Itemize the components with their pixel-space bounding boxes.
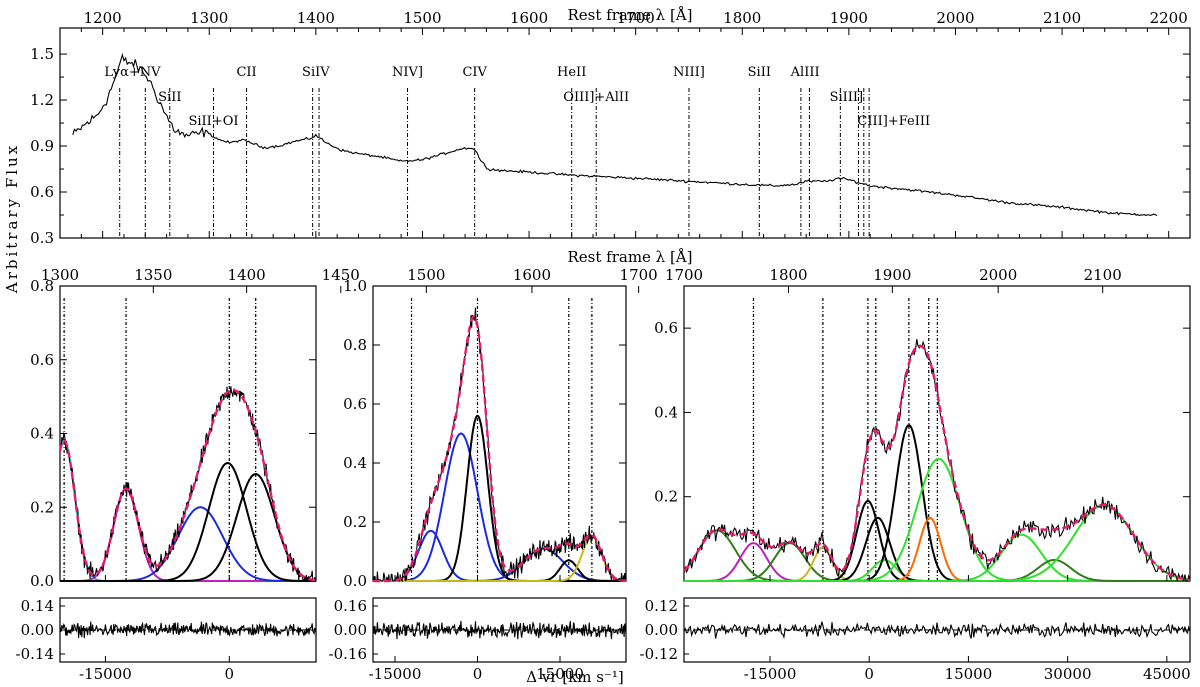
residual-line bbox=[683, 621, 1191, 640]
residual-ytick-label: -0.12 bbox=[640, 645, 678, 663]
fit-plot-frame bbox=[59, 285, 317, 582]
fit-panel-3: 0.2 0.4 0.6 1700 1800 1900 2000 2100 0.12 0.00 -0.… bbox=[640, 266, 1191, 683]
residual-ytick-label: -0.16 bbox=[329, 645, 367, 663]
fit-top-xtick-label: 1400 bbox=[228, 266, 266, 284]
fit-model-sum bbox=[683, 344, 1191, 581]
fit-ytick-label: 0.0 bbox=[30, 572, 54, 590]
fit-panel-2: 0.0 0.2 0.4 0.6 0.8 1.0 1500 1600 1700 0.16 0.00 -0… bbox=[329, 266, 658, 683]
emission-line-label: SiII bbox=[748, 65, 771, 80]
emission-line-label: AlIII bbox=[790, 65, 820, 80]
top-xtick-label: 2200 bbox=[1150, 9, 1188, 27]
fit-top-xtick-label: 1300 bbox=[41, 266, 79, 284]
fit-ytick-label: 0.2 bbox=[654, 488, 678, 506]
fit-top-xtick-label: 1900 bbox=[873, 266, 911, 284]
residual-ytick-label: 0.14 bbox=[21, 597, 54, 615]
fit-ytick-label: 0.8 bbox=[30, 277, 54, 295]
fit-top-xtick-label: 1600 bbox=[513, 266, 551, 284]
fit-component-cyan bbox=[59, 439, 316, 582]
top-x-axis-title: Rest frame λ [Å] bbox=[567, 6, 692, 24]
emission-line-label: SiII+OI bbox=[188, 114, 238, 129]
fit-top-xtick-label: 2100 bbox=[1084, 266, 1122, 284]
fit-model-sum bbox=[373, 315, 626, 583]
fit-ytick-label: 0.4 bbox=[343, 454, 367, 472]
top-xtick-label: 1600 bbox=[510, 9, 548, 27]
emission-line-label: NIV] bbox=[392, 65, 423, 80]
emission-line-label: SiII bbox=[158, 90, 181, 105]
top-ytick-label: 1.2 bbox=[30, 91, 54, 109]
top-ytick-label: 0.3 bbox=[30, 229, 54, 247]
fit-ytick-label: 0.4 bbox=[654, 403, 678, 421]
top-spectrum-panel: 1200 1300 1400 1500 1600 1700 1800 1900 2000 2100… bbox=[30, 9, 1191, 247]
velocity-xtick-label: 30000 bbox=[1044, 665, 1092, 683]
top-ytick-label: 1.5 bbox=[30, 45, 54, 63]
fit-top-xtick-label: 1700 bbox=[665, 266, 703, 284]
residual-ytick-label: 0.00 bbox=[645, 621, 678, 639]
fit-component-black-2 bbox=[60, 473, 317, 582]
emission-line-label: OIII]+AlII bbox=[563, 90, 629, 105]
emission-line-label: CII bbox=[236, 65, 256, 80]
top-xtick-label: 1200 bbox=[84, 9, 122, 27]
fit-top-xtick-label: 1350 bbox=[134, 266, 172, 284]
residual-ytick-label: 0.00 bbox=[334, 621, 367, 639]
fit-ytick-label: 0.2 bbox=[30, 498, 54, 516]
fit-ytick-label: 0.6 bbox=[654, 319, 678, 337]
residual-line bbox=[372, 620, 627, 640]
fit-ytick-label: 0.0 bbox=[343, 572, 367, 590]
fit-model-sum bbox=[58, 388, 317, 582]
fit-top-xtick-label: 1800 bbox=[769, 266, 807, 284]
bottom-x-axis-title: Δ vr [km s⁻¹] bbox=[526, 668, 623, 686]
top-xtick-label: 1700 bbox=[617, 9, 655, 27]
middle-x-axis-title: Rest frame λ [Å] bbox=[567, 248, 692, 266]
emission-line-label: SiIII] bbox=[830, 90, 864, 105]
velocity-xtick-label: -15000 bbox=[744, 665, 797, 683]
top-ytick-label: 0.6 bbox=[30, 183, 54, 201]
fit-ytick-label: 0.6 bbox=[343, 395, 367, 413]
fit-top-xtick-label: 1700 bbox=[620, 266, 658, 284]
fit-ytick-label: 0.8 bbox=[343, 336, 367, 354]
residual-line bbox=[59, 621, 317, 639]
residual-ytick-label: 0.00 bbox=[21, 621, 54, 639]
fit-component-black-1 bbox=[60, 461, 316, 582]
top-xtick-label: 1500 bbox=[403, 9, 441, 27]
y-axis-title: Arbitrary Flux bbox=[3, 143, 21, 294]
residual-ytick-label: -0.14 bbox=[16, 645, 54, 663]
velocity-xtick-label: -15000 bbox=[79, 665, 132, 683]
fit-component-olive bbox=[373, 535, 626, 582]
spectrum-line bbox=[72, 52, 1158, 217]
emission-line-label: Lyα+NV bbox=[104, 65, 161, 80]
emission-line-label: CIII]+FeIII bbox=[857, 114, 930, 129]
top-xtick-label: 2000 bbox=[936, 9, 974, 27]
emission-line-label: HeII bbox=[557, 65, 586, 80]
top-ytick-label: 0.9 bbox=[30, 137, 54, 155]
fit-top-xtick-label: 1450 bbox=[322, 266, 360, 284]
emission-line-label: NIII] bbox=[673, 65, 705, 80]
residual-ytick-label: 0.16 bbox=[334, 597, 367, 615]
velocity-xtick-label: -15000 bbox=[369, 665, 422, 683]
velocity-xtick-label: 0 bbox=[473, 665, 483, 683]
fit-ytick-label: 0.2 bbox=[343, 513, 367, 531]
velocity-xtick-label: 15000 bbox=[536, 665, 584, 683]
top-plot-frame bbox=[59, 27, 1191, 239]
emission-line-label: SiIV bbox=[302, 65, 330, 80]
fit-observed-spectrum bbox=[59, 386, 317, 582]
velocity-xtick-label: 0 bbox=[864, 665, 874, 683]
velocity-xtick-label: 15000 bbox=[945, 665, 993, 683]
top-xtick-label: 1900 bbox=[830, 9, 868, 27]
top-xtick-label: 1300 bbox=[190, 9, 228, 27]
fit-top-xtick-label: 2000 bbox=[979, 266, 1017, 284]
fit-ytick-label: 0.4 bbox=[30, 425, 54, 443]
top-xtick-label: 1400 bbox=[297, 9, 335, 27]
fit-ytick-label: 0.6 bbox=[30, 351, 54, 369]
fit-top-xtick-label: 1500 bbox=[407, 266, 445, 284]
top-xtick-label: 1800 bbox=[723, 9, 761, 27]
residual-ytick-label: 0.12 bbox=[645, 597, 678, 615]
velocity-xtick-label: 0 bbox=[225, 665, 235, 683]
top-xtick-label: 2100 bbox=[1043, 9, 1081, 27]
fit-ytick-label: 1.0 bbox=[343, 277, 367, 295]
velocity-xtick-label: 45000 bbox=[1143, 665, 1191, 683]
emission-line-label: CIV bbox=[462, 65, 487, 80]
